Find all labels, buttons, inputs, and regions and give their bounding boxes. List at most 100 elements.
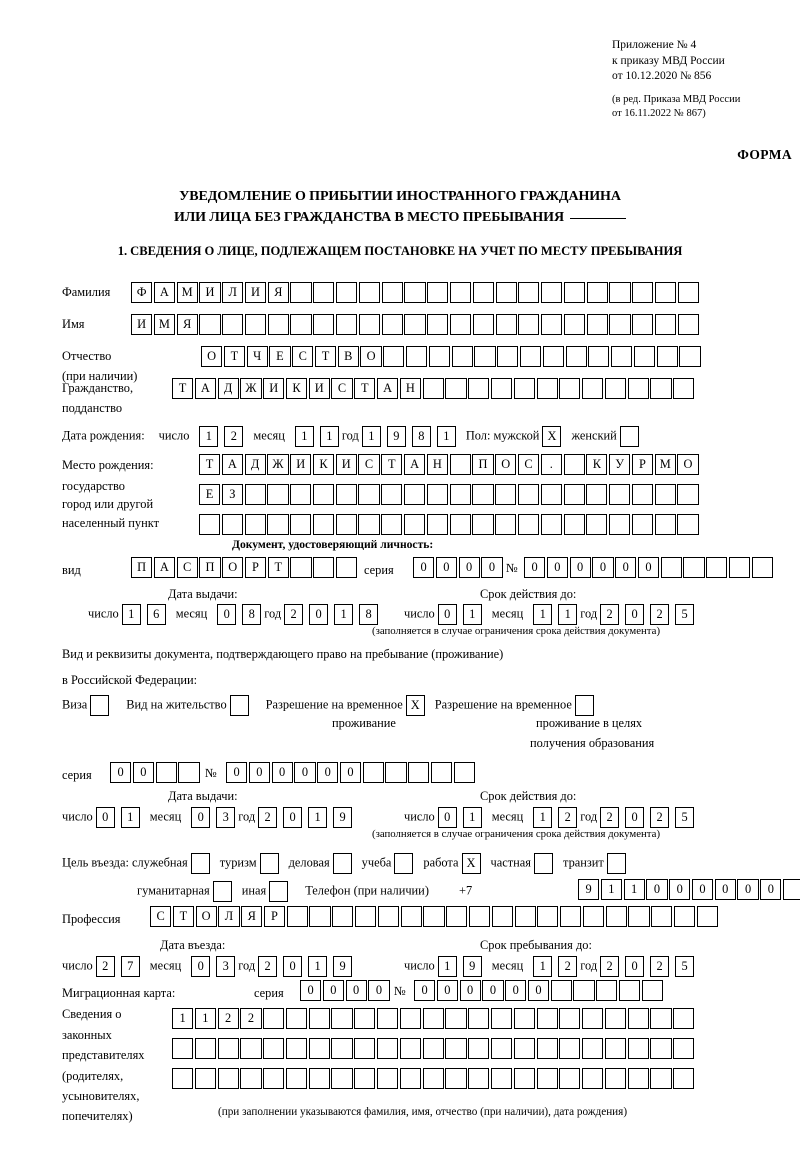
legal-rep-r1-cell-20[interactable] [604,1008,627,1030]
doc-issue-year-3[interactable]: 1 [334,603,354,625]
profession-cell-19[interactable] [560,906,582,928]
profession-cell-11[interactable] [377,906,399,928]
doc-issue-year-4[interactable]: 8 [359,603,379,625]
birth-place-r2-cell-15[interactable] [517,484,540,506]
legal-rep-r2-cell-14[interactable] [468,1038,490,1060]
surname-cell-17[interactable] [495,282,517,304]
doc-valid-year-4[interactable]: 5 [675,603,695,625]
citizenship-cell-23[interactable] [673,378,695,400]
permit-valid-month-1[interactable]: 1 [533,806,553,828]
birth-place-r2-cell-16[interactable] [540,484,562,506]
permit-series-cell-2[interactable]: 0 [132,762,154,784]
profession-cell-7[interactable] [286,906,308,928]
patronymic-cell-6[interactable]: Т [314,346,337,368]
permit-issue-month-2[interactable]: 3 [216,806,236,828]
birth-place-r2-cell-6[interactable] [312,484,335,506]
citizenship-cell-1[interactable]: Т [172,378,194,400]
birth-year-2[interactable]: 9 [386,425,406,447]
birth-place-r2-cell-7[interactable] [335,484,357,506]
doc-valid-year-3[interactable]: 2 [650,603,670,625]
doc-kind-cell-5[interactable]: О [222,557,244,579]
migration-series-cell-1[interactable]: 0 [300,980,322,1002]
stay-year-4[interactable]: 5 [675,955,695,977]
birth-place-r1-cell-1[interactable]: Т [199,454,221,476]
legal-rep-r1-cell-11[interactable] [399,1008,421,1030]
doc-kind-cell-6[interactable]: Р [244,557,267,579]
entry-year-3[interactable]: 1 [308,955,328,977]
legal-rep-r3-cell-17[interactable] [536,1068,558,1090]
doc-number-cell-2[interactable]: 0 [546,557,568,579]
legal-rep-r2-cell-21[interactable] [627,1038,649,1060]
citizenship-cell-16[interactable] [513,378,535,400]
legal-rep-r1-cell-15[interactable] [490,1008,513,1030]
surname-cell-18[interactable] [518,282,540,304]
name-cell-25[interactable] [677,314,699,336]
birth-place-r3-cell-17[interactable] [563,514,585,536]
permit-issue-day-1[interactable]: 0 [95,806,115,828]
profession-cell-14[interactable] [446,906,468,928]
legal-rep-r3-cell-22[interactable] [650,1068,672,1090]
surname-cell-20[interactable] [563,282,586,304]
profession-cell-9[interactable] [332,906,354,928]
name-cell-16[interactable] [472,314,494,336]
doc-number-cell-10[interactable] [729,557,751,579]
permit-number-cell-8[interactable] [385,762,407,784]
residence-permit-checkbox[interactable] [229,694,249,716]
name-cell-6[interactable] [244,314,267,336]
legal-rep-r2-cell-19[interactable] [582,1038,604,1060]
patronymic-cell-10[interactable] [406,346,428,368]
birth-place-r3-cell-15[interactable] [517,514,540,536]
name-cell-19[interactable] [541,314,563,336]
profession-cell-3[interactable]: О [195,906,217,928]
birth-day-1[interactable]: 1 [199,425,219,447]
birth-place-r2-cell-4[interactable] [267,484,289,506]
migration-number-cell-4[interactable]: 0 [482,980,504,1002]
legal-rep-r2-cell-7[interactable] [308,1038,330,1060]
entry-day-2[interactable]: 7 [120,955,140,977]
birth-place-r2-cell-19[interactable] [609,484,631,506]
birth-place-r3-cell-4[interactable] [267,514,289,536]
birth-place-r2-cell-3[interactable] [244,484,266,506]
patronymic-cell-13[interactable] [474,346,496,368]
entry-month-2[interactable]: 3 [216,955,236,977]
legal-rep-r3-cell-16[interactable] [513,1068,535,1090]
profession-cell-8[interactable] [309,906,331,928]
visa-checkbox[interactable] [90,694,110,716]
legal-rep-r1-cell-19[interactable] [582,1008,604,1030]
stay-day-2[interactable]: 9 [462,955,482,977]
stay-month-1[interactable]: 1 [533,955,553,977]
legal-rep-r3-cell-21[interactable] [627,1068,649,1090]
legal-rep-r1-cell-1[interactable]: 1 [172,1008,194,1030]
patronymic-cell-9[interactable] [383,346,405,368]
legal-rep-r1-cell-23[interactable] [673,1008,695,1030]
stay-year-2[interactable]: 0 [625,955,645,977]
doc-valid-month-1[interactable]: 1 [533,603,553,625]
doc-valid-day-1[interactable]: 0 [437,603,457,625]
doc-issue-year-1[interactable]: 2 [284,603,304,625]
profession-cell-13[interactable] [423,906,445,928]
legal-rep-r1-cell-6[interactable] [285,1008,308,1030]
legal-rep-r1-cell-16[interactable] [513,1008,535,1030]
surname-cell-16[interactable] [472,282,494,304]
birth-place-r2-cell-12[interactable] [449,484,471,506]
doc-issue-year-2[interactable]: 0 [309,603,329,625]
phone-cell-9[interactable]: 0 [760,879,782,901]
legal-rep-r1-cell-17[interactable] [536,1008,558,1030]
birth-place-cells-row-3[interactable] [199,514,699,536]
citizenship-cell-5[interactable]: И [263,378,285,400]
migration-number-cell-8[interactable] [573,980,595,1002]
profession-cell-5[interactable]: Я [241,906,263,928]
doc-issue-month-1[interactable]: 0 [217,603,237,625]
surname-cell-24[interactable] [654,282,677,304]
birth-place-r1-cell-16[interactable]: . [540,454,562,476]
legal-rep-r3-cell-2[interactable] [194,1068,216,1090]
birth-place-r2-cell-14[interactable] [495,484,517,506]
phone-cell-10[interactable] [783,879,800,901]
surname-cell-2[interactable]: А [153,282,175,304]
doc-kind-cell-2[interactable]: А [153,557,175,579]
citizenship-cell-21[interactable] [627,378,649,400]
